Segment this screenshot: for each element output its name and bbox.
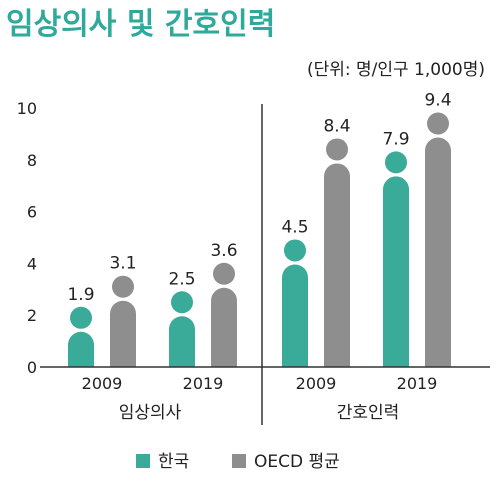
value-label-oecd: 3.6 [210,241,237,261]
y-tick-label: 6 [27,203,37,222]
bar-body-oecd [324,163,350,367]
y-tick-label: 8 [27,151,37,170]
bar-head-korea [171,291,193,314]
value-label-korea: 1.9 [67,285,94,305]
bars: 1.9 3.1 2.5 3.6 4.5 8.4 7.9 9.4 [67,91,452,367]
unit-note: (단위: 명/인구 1,000명) [307,60,485,80]
bar-base-oecd [425,354,451,367]
bar-base-korea [282,354,308,367]
value-label-korea: 4.5 [281,217,308,237]
group-label-physicians: 임상의사 [119,403,182,423]
bar-body-korea [383,176,409,367]
chart-title: 임상의사 및 간호인력 [6,7,275,42]
y-tick-label: 2 [27,306,37,325]
legend-label-oecd: OECD 평균 [254,452,340,472]
bar-body-oecd [110,300,136,367]
bar-base-korea [383,354,409,367]
group-label-nurses: 간호인력 [337,403,400,423]
legend: 한국 OECD 평균 [136,452,340,472]
bar-head-oecd [112,275,134,298]
value-label-korea: 2.5 [168,269,195,289]
bar-head-oecd [213,262,235,285]
y-tick-label: 0 [27,358,37,377]
x-tick-label: 2009 [82,374,123,393]
legend-swatch-oecd [232,454,246,468]
y-tick-label: 10 [17,99,37,118]
bar-base-korea [68,354,94,367]
x-tick-label: 2019 [183,374,224,393]
y-tick-label: 4 [27,254,37,273]
legend-label-korea: 한국 [158,452,189,472]
bar-head-oecd [326,138,348,161]
bar-body-korea [282,264,308,367]
legend-swatch-korea [136,454,150,468]
x-axis: 2009 2019 2009 2019 [82,374,438,393]
bar-base-oecd [324,354,350,367]
value-label-oecd: 9.4 [424,91,451,111]
bar-base-oecd [211,354,237,367]
value-label-korea: 7.9 [382,129,409,149]
bar-head-korea [70,306,92,329]
bar-head-oecd [427,112,449,135]
y-axis: 0 2 4 6 8 10 [17,99,37,377]
x-tick-label: 2009 [296,374,337,393]
bar-body-oecd [211,287,237,367]
bar-base-oecd [110,354,136,367]
bar-head-korea [385,151,407,174]
bar-head-korea [284,239,306,262]
x-tick-label: 2019 [397,374,438,393]
value-label-oecd: 8.4 [323,116,350,136]
value-label-oecd: 3.1 [109,254,136,274]
bar-body-oecd [425,137,451,367]
bar-base-korea [169,354,195,367]
